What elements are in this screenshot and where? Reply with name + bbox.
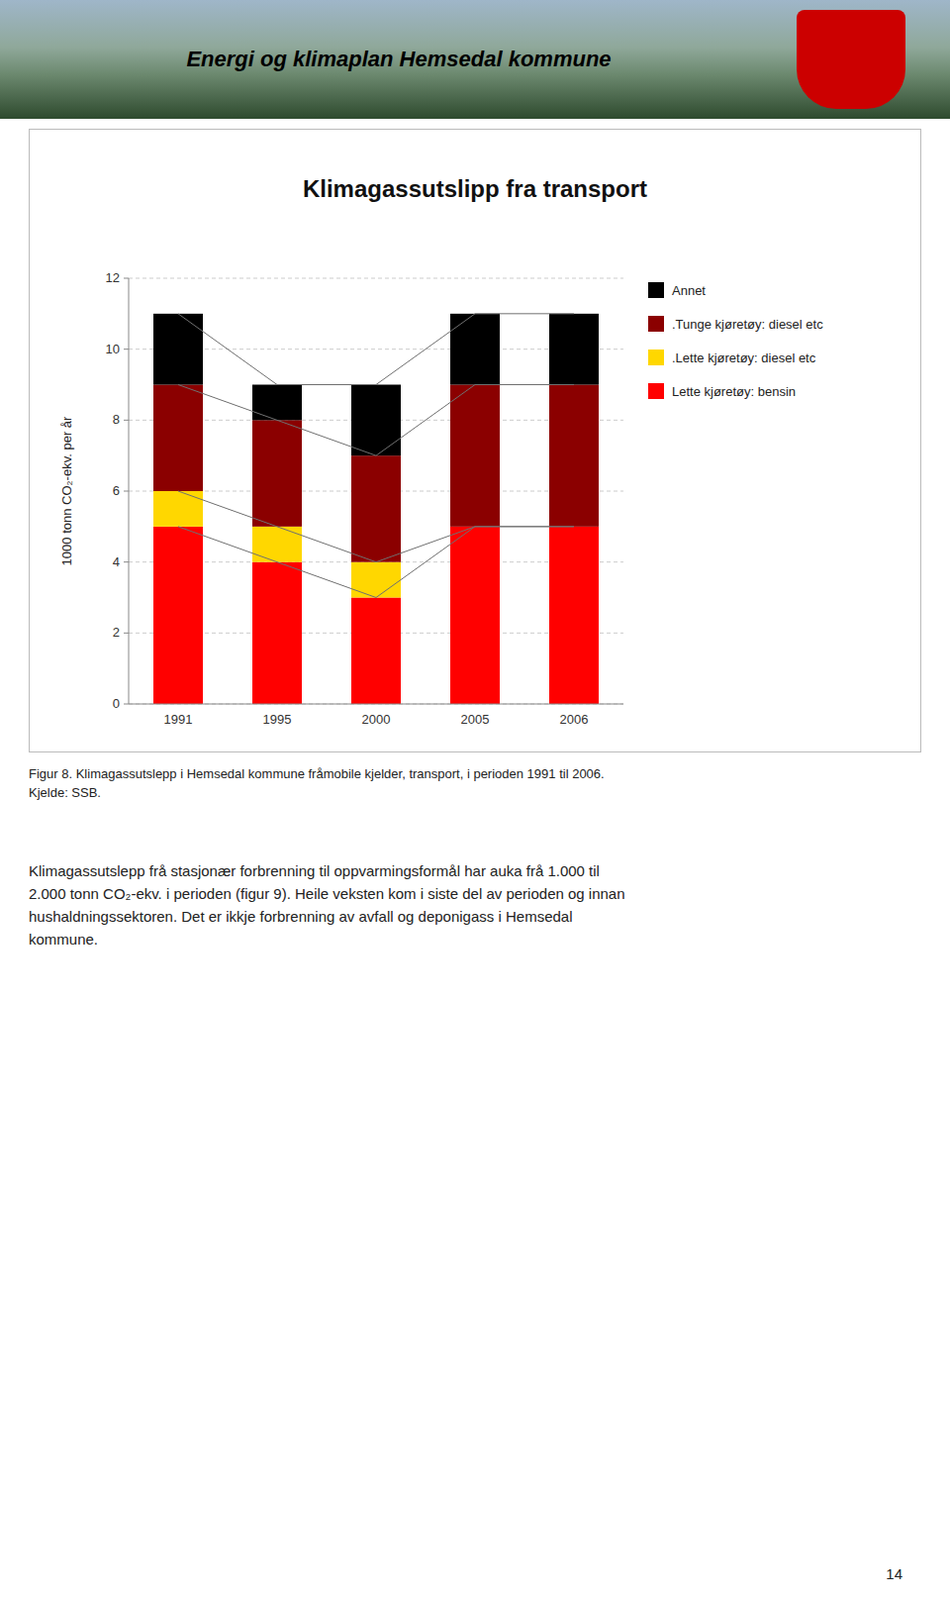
body-line: kommune. (28, 927, 922, 950)
legend-label: Lette kjøretøy: bensin (671, 383, 796, 399)
page-number: 14 (885, 1564, 903, 1582)
stack-line (178, 313, 574, 385)
x-tick-label: 2000 (362, 711, 391, 727)
crest (796, 9, 906, 109)
y-label: 1000 tonn CO₂-ekv. per år (59, 415, 75, 566)
bar-segment (252, 562, 302, 704)
y-tick (123, 490, 129, 492)
legend-swatch (648, 349, 665, 366)
y-tick (123, 561, 129, 563)
bar-segment (252, 526, 302, 563)
y-axis (128, 278, 130, 704)
bar-segment (252, 384, 302, 421)
grid-line (128, 703, 624, 705)
bar-segment (351, 455, 401, 562)
caption: Figur 8. Klimagassutslepp i Hemsedal kom… (28, 763, 922, 802)
bar-segment (549, 313, 599, 385)
legend-label: .Lette kjøretøy: diesel etc (671, 350, 817, 366)
y-tick (123, 278, 129, 280)
chart-box: Klimagassutslipp fra transport 0 2 4 6 8 10 12 1… (28, 128, 922, 753)
y-tick-label: 2 (112, 624, 120, 640)
x-tick-label: 2005 (461, 711, 490, 727)
x-tick-label: 2006 (560, 711, 589, 727)
y-tick-label: 0 (112, 695, 120, 711)
header: Energi og klimaplan Hemsedal kommune (0, 0, 950, 119)
bar-segment (351, 384, 401, 457)
stack-line (178, 490, 574, 563)
y-tick (123, 419, 129, 421)
legend-swatch (648, 282, 665, 298)
bar-segment (153, 490, 203, 527)
caption-line: Figur 8. Klimagassutslepp i Hemsedal kom… (28, 763, 922, 783)
bar-segment (252, 419, 302, 527)
bar-segment (153, 526, 203, 704)
legend-label: Annet (671, 283, 706, 298)
bar-segment (450, 526, 500, 704)
x-tick-label: 1991 (164, 711, 193, 727)
x-tick-label: 1995 (263, 711, 292, 727)
y-tick (123, 348, 129, 350)
legend-swatch (648, 315, 665, 332)
legend-label: .Tunge kjøretøy: diesel etc (671, 316, 824, 332)
bar-segment (153, 384, 203, 492)
y-tick-label: 4 (112, 554, 120, 570)
bar-segment (450, 384, 500, 527)
body-line: hushaldningssektoren. Det er ikkje forbr… (28, 904, 922, 928)
y-tick-label: 10 (105, 341, 120, 357)
bar-segment (450, 313, 500, 385)
y-tick (123, 703, 129, 705)
bar-segment (351, 562, 401, 598)
chart: Klimagassutslipp fra transport 0 2 4 6 8 10 12 1… (29, 129, 921, 752)
bar-segment (153, 313, 203, 385)
bar-segment (549, 384, 599, 527)
y-tick-label: 12 (105, 270, 120, 285)
header-text: Energi og klimaplan Hemsedal kommune (0, 0, 798, 119)
plot-area (153, 313, 599, 704)
grid-line (128, 278, 624, 280)
bar-segment (549, 526, 599, 704)
body-line: Klimagassutslepp frå stasjonær forbrenni… (28, 858, 922, 882)
title: Klimagassutslipp fra transport (302, 175, 648, 202)
body-text: Klimagassutslepp frå stasjonær forbrenni… (28, 858, 922, 950)
y-tick-label: 8 (112, 411, 120, 427)
y-tick-label: 6 (112, 482, 120, 498)
x-axis (128, 703, 624, 705)
stack-line (178, 384, 574, 457)
bar-segment (351, 597, 401, 705)
body-line: 2.000 tonn CO₂-ekv. i perioden (figur 9)… (28, 881, 922, 905)
caption-line: Kjelde: SSB. (28, 782, 922, 802)
y-tick (123, 632, 129, 634)
legend-swatch (648, 382, 665, 399)
